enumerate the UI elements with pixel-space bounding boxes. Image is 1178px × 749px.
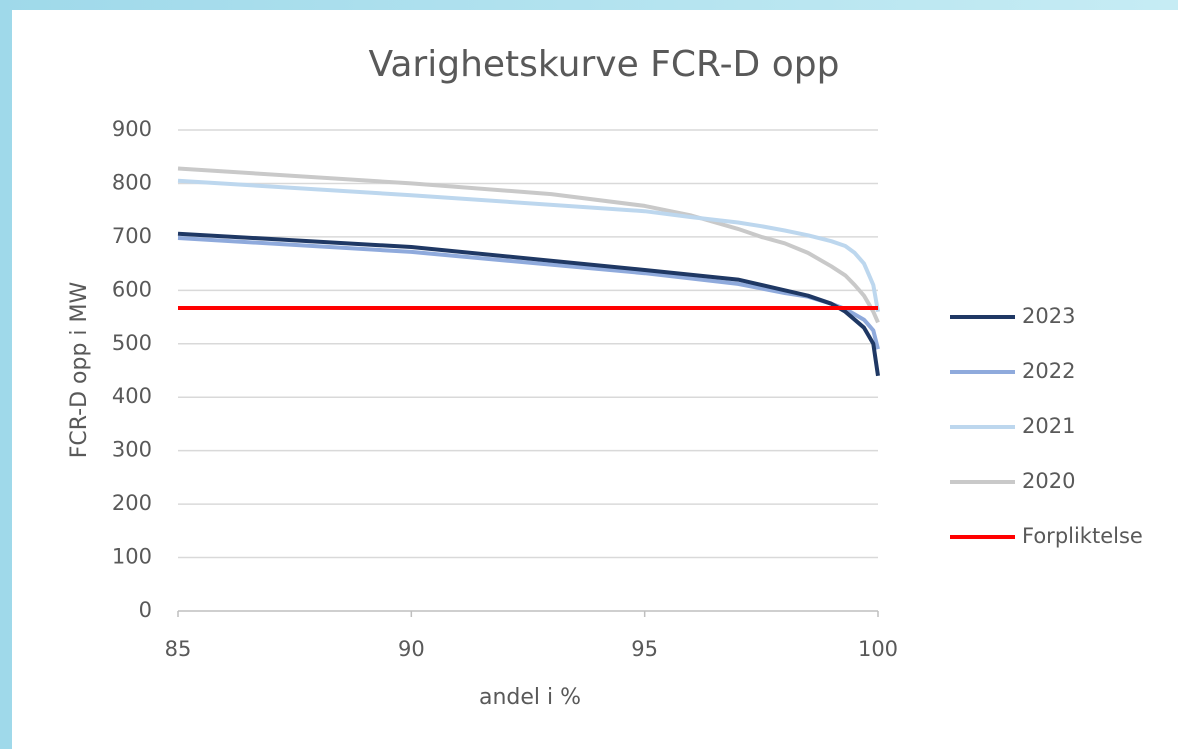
chart-title: Varighetskurve FCR-D opp <box>369 44 840 85</box>
y-tick-label: 0 <box>139 598 152 622</box>
y-tick-label: 900 <box>112 117 152 141</box>
legend-label: Forpliktelse <box>1022 524 1143 548</box>
series-line <box>177 166 880 324</box>
x-tick-label: 90 <box>398 637 425 661</box>
x-tick-label: 85 <box>165 637 192 661</box>
x-tick-label: 100 <box>858 637 898 661</box>
series-line <box>177 231 880 377</box>
legend-label: 2020 <box>1022 469 1075 493</box>
legend-label: 2021 <box>1022 414 1075 438</box>
legend-label: 2022 <box>1022 359 1075 383</box>
y-axis-label: FCR-D opp i MW <box>67 282 92 459</box>
y-tick-label: 300 <box>112 438 152 462</box>
y-tick-label: 800 <box>112 170 152 194</box>
x-axis-label: andel i % <box>479 685 581 710</box>
y-tick-label: 600 <box>112 277 152 301</box>
y-tick-label: 500 <box>112 331 152 355</box>
legend-label: 2023 <box>1022 304 1075 328</box>
chart-panel <box>12 10 1178 749</box>
y-tick-label: 200 <box>112 491 152 515</box>
y-tick-label: 400 <box>112 384 152 408</box>
x-tick-label: 95 <box>631 637 658 661</box>
series-line <box>177 178 880 313</box>
y-tick-label: 700 <box>112 224 152 248</box>
y-tick-label: 100 <box>112 545 152 569</box>
